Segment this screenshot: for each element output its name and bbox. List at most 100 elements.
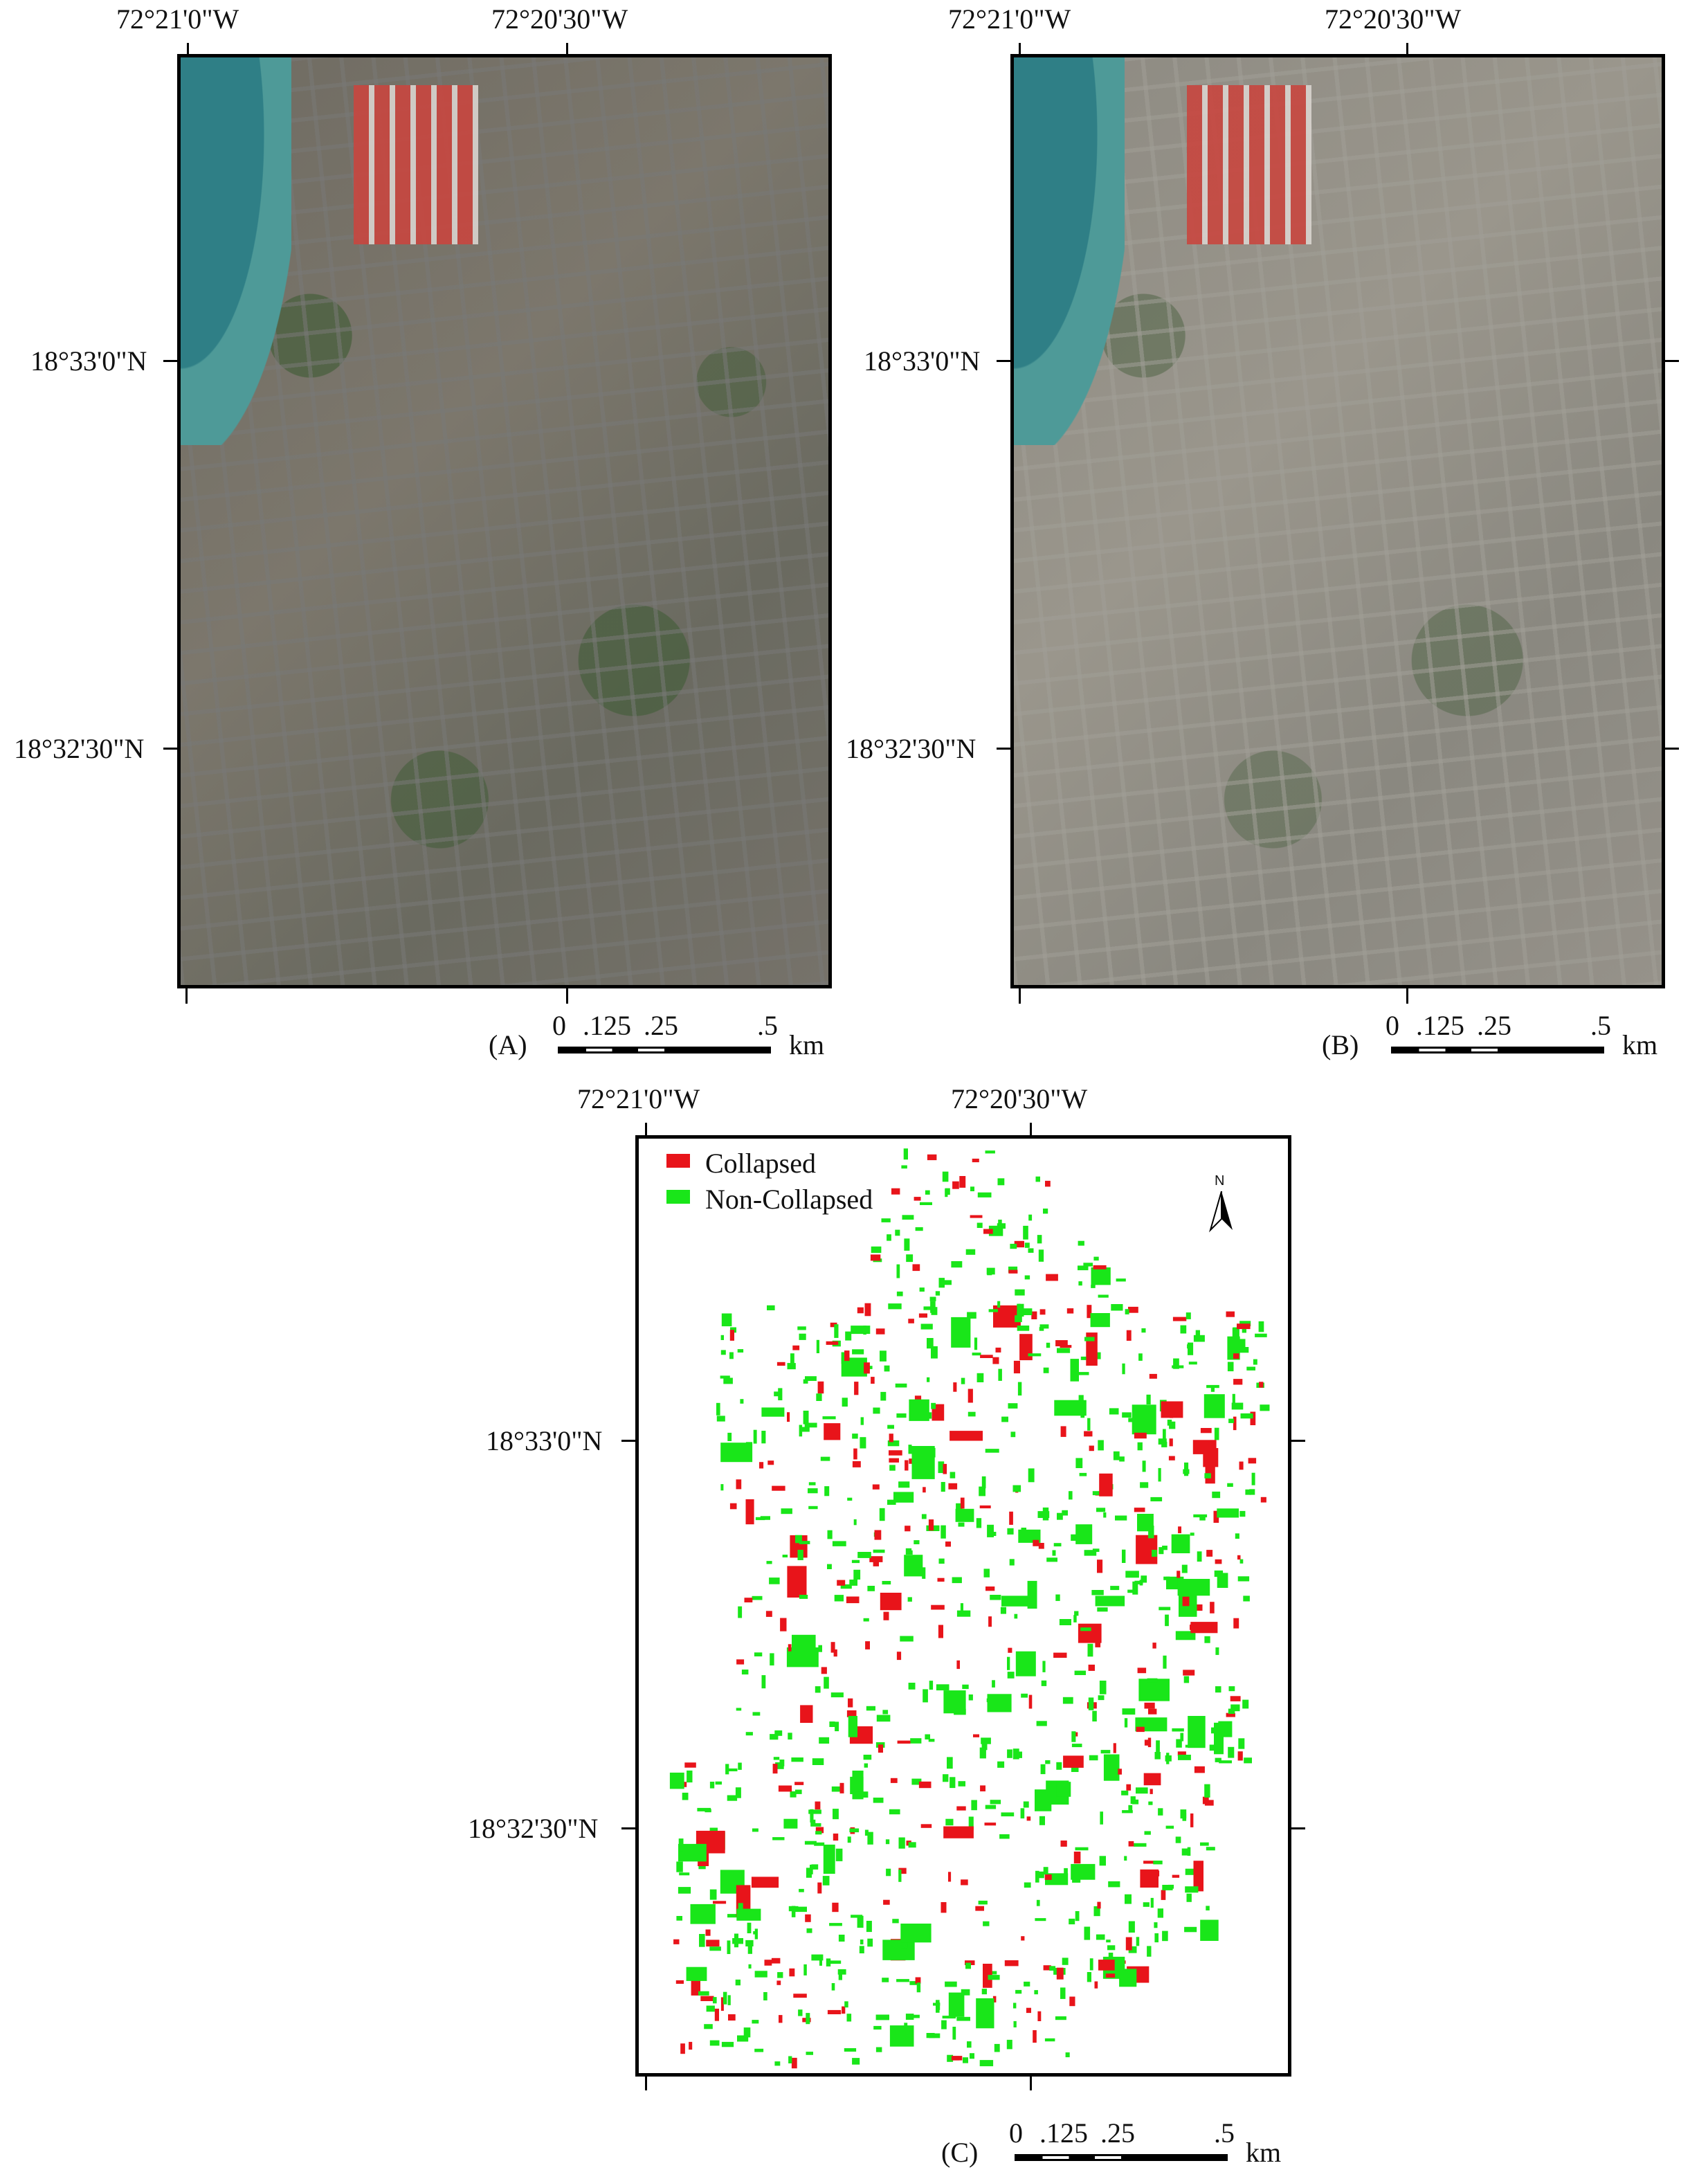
panel-c-label: (C) [941, 2137, 979, 2168]
panel-c-tick [621, 1827, 637, 1829]
building-footprint [1008, 1266, 1018, 1273]
building-footprint [952, 1577, 962, 1584]
building-footprint [935, 1291, 941, 1296]
building-footprint [1091, 1590, 1104, 1595]
building-footprint [736, 1708, 742, 1711]
building-footprint [1014, 1613, 1018, 1619]
building-footprint [767, 1305, 775, 1310]
building-footprint [980, 1355, 993, 1358]
building-footprint [745, 1499, 754, 1525]
building-footprint [1200, 1842, 1209, 1846]
building-footprint [830, 1642, 835, 1653]
building-footprint [682, 1792, 689, 1800]
building-footprint [1147, 1678, 1158, 1683]
building-footprint [1060, 1426, 1066, 1437]
building-footprint [1024, 1882, 1031, 1888]
building-footprint [1233, 1353, 1239, 1359]
building-footprint [1023, 1308, 1033, 1315]
building-footprint [846, 1710, 857, 1717]
building-footprint [1178, 1755, 1191, 1760]
building-footprint [741, 1670, 749, 1675]
building-footprint [880, 1391, 887, 1401]
building-footprint [735, 1979, 741, 1986]
building-footprint [1177, 1751, 1186, 1756]
building-footprint [931, 1402, 936, 1409]
building-footprint [1078, 1265, 1089, 1271]
building-footprint [968, 1694, 973, 1701]
building-footprint [1165, 1614, 1169, 1627]
building-footprint [755, 1517, 765, 1521]
building-footprint [851, 1915, 863, 1918]
building-footprint [909, 1981, 919, 1985]
building-footprint [830, 1322, 837, 1328]
building-footprint [787, 1566, 807, 1598]
building-footprint [1163, 1655, 1167, 1669]
panel-c-tick [1290, 1827, 1305, 1829]
building-footprint [1239, 1347, 1249, 1353]
building-footprint [840, 1584, 852, 1589]
building-footprint [895, 1229, 900, 1236]
building-footprint [794, 1789, 802, 1794]
building-footprint [745, 1732, 753, 1736]
building-footprint [1134, 1508, 1145, 1512]
building-footprint [699, 1934, 705, 1947]
building-footprint [1113, 1451, 1120, 1461]
building-footprint [985, 1449, 999, 1453]
building-footprint [898, 1481, 910, 1488]
building-footprint [1206, 1906, 1210, 1910]
building-footprint [885, 1839, 890, 1845]
building-footprint [1233, 1379, 1243, 1385]
building-footprint [1088, 1697, 1094, 1710]
building-footprint [923, 1306, 934, 1310]
building-footprint [1126, 1784, 1132, 1791]
building-footprint [778, 1388, 783, 1400]
building-footprint [951, 1261, 963, 1268]
building-footprint [976, 1373, 984, 1382]
building-footprint [1122, 1708, 1136, 1715]
building-footprint [1084, 1926, 1091, 1940]
building-footprint [842, 1398, 848, 1407]
building-footprint [1163, 1576, 1170, 1580]
building-footprint [805, 1914, 811, 1922]
building-footprint [1060, 1841, 1067, 1847]
building-footprint [1078, 1281, 1082, 1286]
building-footprint [908, 1445, 912, 1454]
building-footprint [879, 1508, 885, 1521]
building-footprint [914, 1197, 921, 1201]
building-footprint [845, 1331, 852, 1341]
building-footprint [834, 1324, 839, 1338]
building-footprint [926, 2033, 935, 2038]
building-footprint [990, 1971, 997, 1975]
building-footprint [831, 1983, 835, 1991]
legend-label-non-collapsed: Non-Collapsed [705, 1184, 873, 1215]
building-footprint [923, 1689, 928, 1703]
building-footprint [1124, 1718, 1128, 1728]
building-footprint [764, 1960, 772, 1966]
building-footprint [727, 1795, 738, 1801]
scale-bar-graphic [558, 1047, 771, 1054]
building-footprint [1165, 1825, 1174, 1829]
building-footprint [1158, 1808, 1163, 1816]
building-footprint [1144, 1739, 1150, 1746]
building-footprint [738, 1762, 742, 1770]
building-footprint [1228, 1418, 1235, 1423]
building-footprint [928, 1519, 934, 1531]
building-footprint [714, 2008, 719, 2021]
building-footprint [676, 1861, 683, 1872]
building-footprint [1161, 1890, 1166, 1900]
building-footprint [1227, 1483, 1233, 1487]
building-footprint [1122, 1412, 1132, 1418]
building-footprint [1075, 1911, 1080, 1922]
scale-tick-5: .5 [1590, 1010, 1611, 1041]
building-footprint [1255, 1333, 1267, 1337]
building-footprint [799, 1595, 808, 1599]
building-footprint [1071, 1766, 1079, 1772]
building-footprint [1134, 1843, 1147, 1847]
building-footprint [864, 1362, 870, 1374]
building-footprint [903, 1148, 908, 1160]
building-footprint [1204, 1473, 1211, 1479]
building-footprint [1169, 1421, 1176, 1429]
building-footprint [1049, 1966, 1056, 1971]
panel-c-map-frame: Collapsed Non-Collapsed N [635, 1135, 1291, 2077]
building-footprint [1239, 1461, 1244, 1470]
